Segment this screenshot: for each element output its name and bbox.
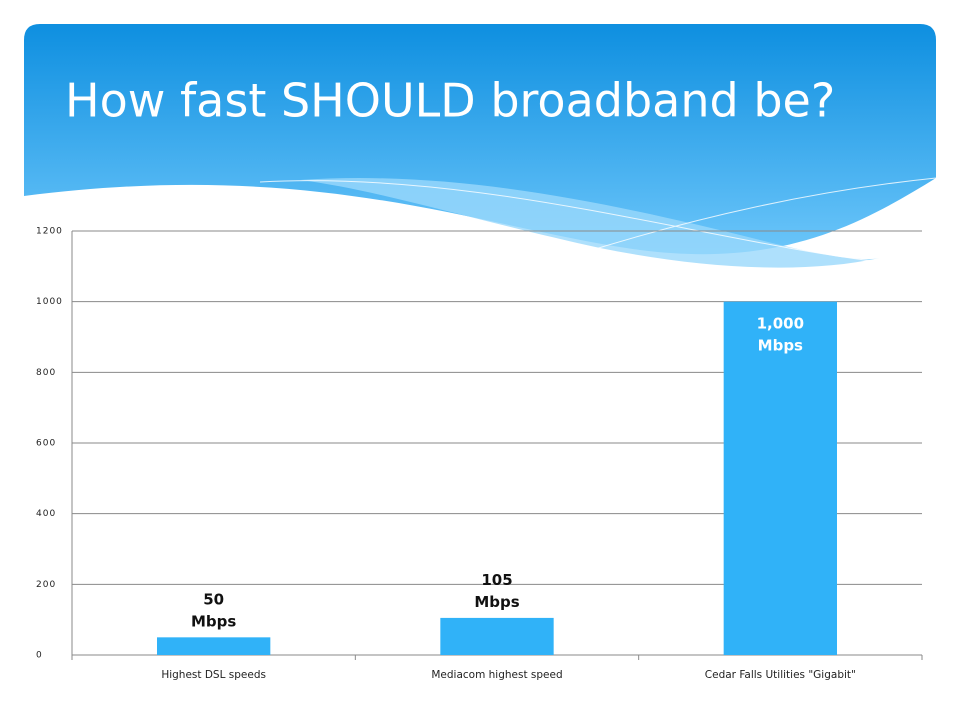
chart: 0 200 400 600 800 1000 1200 Highest DSL speeds 5…	[36, 227, 923, 681]
x-tick-label: Mediacom highest speed	[431, 669, 562, 681]
bar	[157, 637, 271, 655]
header-background	[24, 24, 936, 255]
bar	[440, 617, 554, 655]
x-tick-label: Highest DSL speeds	[161, 669, 266, 681]
x-tick-label: Cedar Falls Utilities "Gigabit"	[705, 669, 856, 681]
data-label: 50 Mbps	[191, 590, 236, 630]
header-wave	[300, 178, 880, 268]
header-wave-line	[259, 177, 937, 263]
y-tick-label: 400	[36, 509, 56, 519]
y-tick-label: 800	[36, 368, 56, 378]
y-tick-label: 1200	[36, 227, 63, 237]
data-label: 1,000 Mbps	[757, 314, 804, 354]
slide-title: How fast SHOULD broadband be?	[65, 74, 835, 128]
y-tick-label: 600	[36, 439, 56, 449]
y-tick-label: 0	[36, 651, 43, 661]
y-tick-label: 200	[36, 580, 56, 590]
y-tick-label: 1000	[36, 297, 63, 307]
bar	[723, 301, 837, 655]
data-label: 105 Mbps	[474, 570, 519, 610]
